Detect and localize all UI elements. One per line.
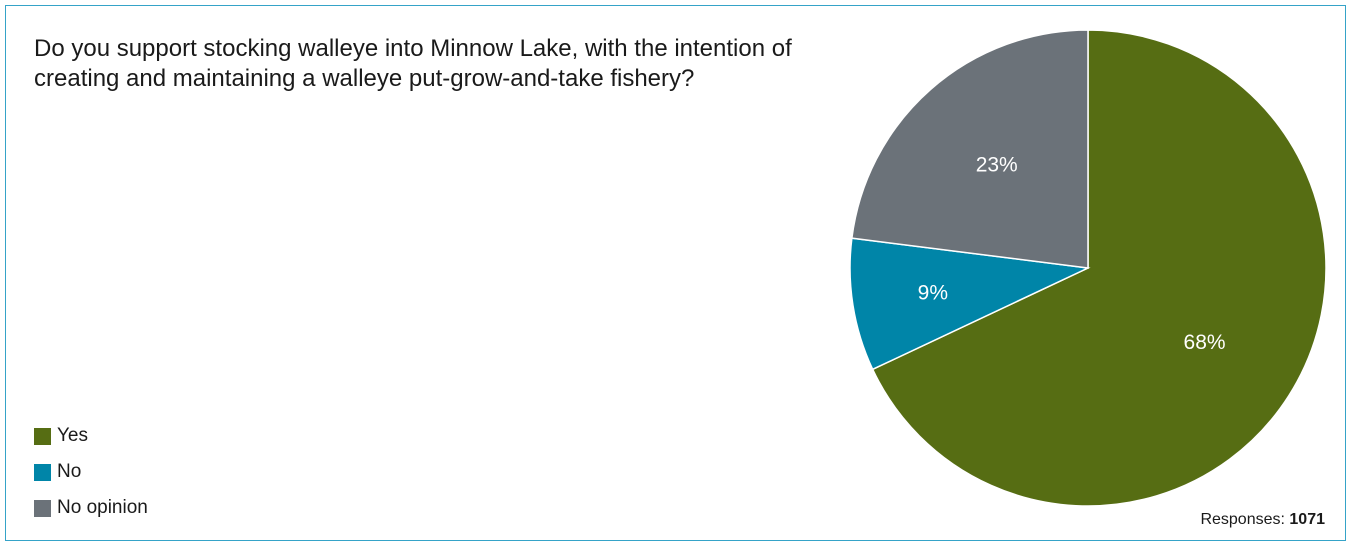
legend-label-no: No xyxy=(57,461,82,482)
legend: Yes No No opinion xyxy=(34,424,148,532)
legend-label-no-opinion: No opinion xyxy=(57,497,148,518)
pie-chart: 68% 9% 23% xyxy=(849,29,1327,507)
slice-label-no: 9% xyxy=(918,282,948,305)
legend-swatch-no xyxy=(34,463,51,481)
responses-count: Responses: 1071 xyxy=(1200,511,1325,529)
pie-slice-no xyxy=(849,237,1091,371)
responses-value: 1071 xyxy=(1289,511,1325,528)
legend-item-no: No xyxy=(34,460,148,484)
responses-label: Responses: xyxy=(1200,511,1285,528)
chart-title: Do you support stocking walleye into Min… xyxy=(34,35,792,92)
legend-swatch-no-opinion xyxy=(34,499,51,517)
pie-slice-yes xyxy=(871,29,1327,507)
legend-swatch-yes xyxy=(34,427,51,445)
legend-label-yes: Yes xyxy=(57,425,88,446)
slice-label-no-opinion: 23% xyxy=(976,153,1018,176)
legend-item-yes: Yes xyxy=(34,424,148,448)
slice-label-yes: 68% xyxy=(1184,331,1226,354)
chart-card: Do you support stocking walleye into Min… xyxy=(5,5,1346,541)
legend-item-no-opinion: No opinion xyxy=(34,496,148,520)
pie-slice-no-opinion xyxy=(851,29,1089,269)
